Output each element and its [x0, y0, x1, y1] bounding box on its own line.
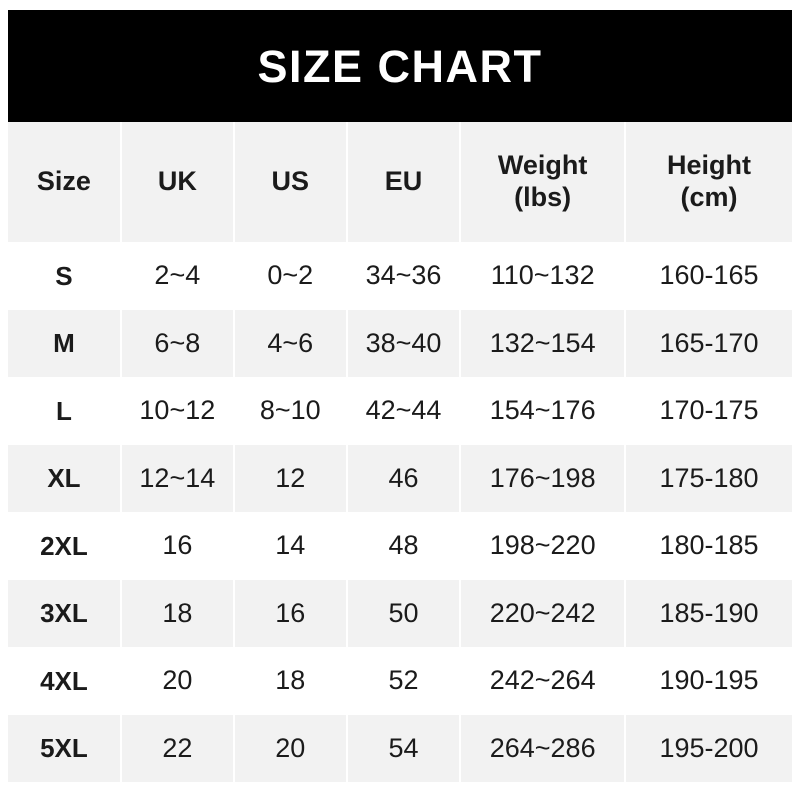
cell-eu: 34~36 — [345, 242, 462, 310]
table-header: Size UK US EU Weight (lbs) Height (cm) — [8, 122, 792, 242]
cell-eu: 52 — [345, 647, 462, 715]
cell-eu: 38~40 — [345, 309, 462, 377]
cell-us: 14 — [232, 512, 348, 580]
cell-uk: 22 — [119, 714, 235, 782]
table-row: XL 12~14 12 46 176~198 175-180 — [8, 444, 792, 512]
column-header-size-line1: Size — [36, 166, 91, 197]
cell-height: 175-180 — [623, 444, 792, 512]
cell-height: 170-175 — [623, 377, 792, 445]
column-header-height: Height (cm) — [623, 122, 792, 242]
cell-weight: 242~264 — [459, 647, 626, 715]
cell-size: 5XL — [8, 714, 122, 782]
table-body: S 2~4 0~2 34~36 110~132 160-165 M 6~8 4~… — [8, 242, 792, 782]
table-row: L 10~12 8~10 42~44 154~176 170-175 — [8, 377, 792, 445]
cell-us: 4~6 — [232, 309, 348, 377]
cell-eu: 42~44 — [345, 377, 462, 445]
cell-uk: 2~4 — [119, 242, 235, 310]
cell-size: M — [8, 309, 122, 377]
cell-eu: 54 — [345, 714, 462, 782]
size-chart-banner: SIZE CHART — [8, 10, 792, 122]
table-row: 3XL 18 16 50 220~242 185-190 — [8, 579, 792, 647]
column-header-us-line1: US — [271, 166, 309, 197]
column-header-height-line1: Height — [666, 150, 751, 181]
cell-us: 16 — [232, 579, 348, 647]
cell-eu: 50 — [345, 579, 462, 647]
cell-weight: 198~220 — [459, 512, 626, 580]
cell-size: L — [8, 377, 122, 445]
cell-us: 8~10 — [232, 377, 348, 445]
cell-weight: 110~132 — [459, 242, 626, 310]
cell-us: 12 — [232, 444, 348, 512]
cell-weight: 176~198 — [459, 444, 626, 512]
cell-weight: 264~286 — [459, 714, 626, 782]
cell-us: 20 — [232, 714, 348, 782]
page-title: SIZE CHART — [257, 40, 543, 92]
cell-size: 3XL — [8, 579, 122, 647]
cell-eu: 48 — [345, 512, 462, 580]
cell-height: 185-190 — [623, 579, 792, 647]
cell-height: 195-200 — [623, 714, 792, 782]
cell-uk: 6~8 — [119, 309, 235, 377]
cell-height: 190-195 — [623, 647, 792, 715]
column-header-weight-line2: (lbs) — [514, 182, 572, 212]
cell-size: 2XL — [8, 512, 122, 580]
column-header-eu-line1: EU — [384, 166, 423, 197]
size-chart-table: Size UK US EU Weight (lbs) Height (cm) — [8, 122, 792, 782]
cell-uk: 12~14 — [119, 444, 235, 512]
cell-uk: 16 — [119, 512, 235, 580]
cell-weight: 154~176 — [459, 377, 626, 445]
cell-size: 4XL — [8, 647, 122, 715]
table-row: 5XL 22 20 54 264~286 195-200 — [8, 714, 792, 782]
table-row: S 2~4 0~2 34~36 110~132 160-165 — [8, 242, 792, 310]
column-header-weight-line1: Weight — [497, 150, 588, 181]
column-header-weight: Weight (lbs) — [459, 122, 626, 242]
cell-size: S — [8, 242, 122, 310]
cell-uk: 10~12 — [119, 377, 235, 445]
cell-height: 160-165 — [623, 242, 792, 310]
column-header-size: Size — [8, 122, 122, 242]
column-header-uk-line1: UK — [157, 166, 197, 197]
cell-height: 180-185 — [623, 512, 792, 580]
cell-us: 18 — [232, 647, 348, 715]
column-header-height-line2: (cm) — [680, 182, 738, 212]
table-row: M 6~8 4~6 38~40 132~154 165-170 — [8, 309, 792, 377]
table-row: 2XL 16 14 48 198~220 180-185 — [8, 512, 792, 580]
column-header-uk: UK — [119, 122, 235, 242]
column-header-eu: EU — [345, 122, 462, 242]
cell-weight: 132~154 — [459, 309, 626, 377]
cell-eu: 46 — [345, 444, 462, 512]
cell-uk: 18 — [119, 579, 235, 647]
column-header-us: US — [232, 122, 348, 242]
cell-size: XL — [8, 444, 122, 512]
cell-us: 0~2 — [232, 242, 348, 310]
cell-uk: 20 — [119, 647, 235, 715]
table-row: 4XL 20 18 52 242~264 190-195 — [8, 647, 792, 715]
cell-height: 165-170 — [623, 309, 792, 377]
cell-weight: 220~242 — [459, 579, 626, 647]
table-header-row: Size UK US EU Weight (lbs) Height (cm) — [8, 122, 792, 242]
